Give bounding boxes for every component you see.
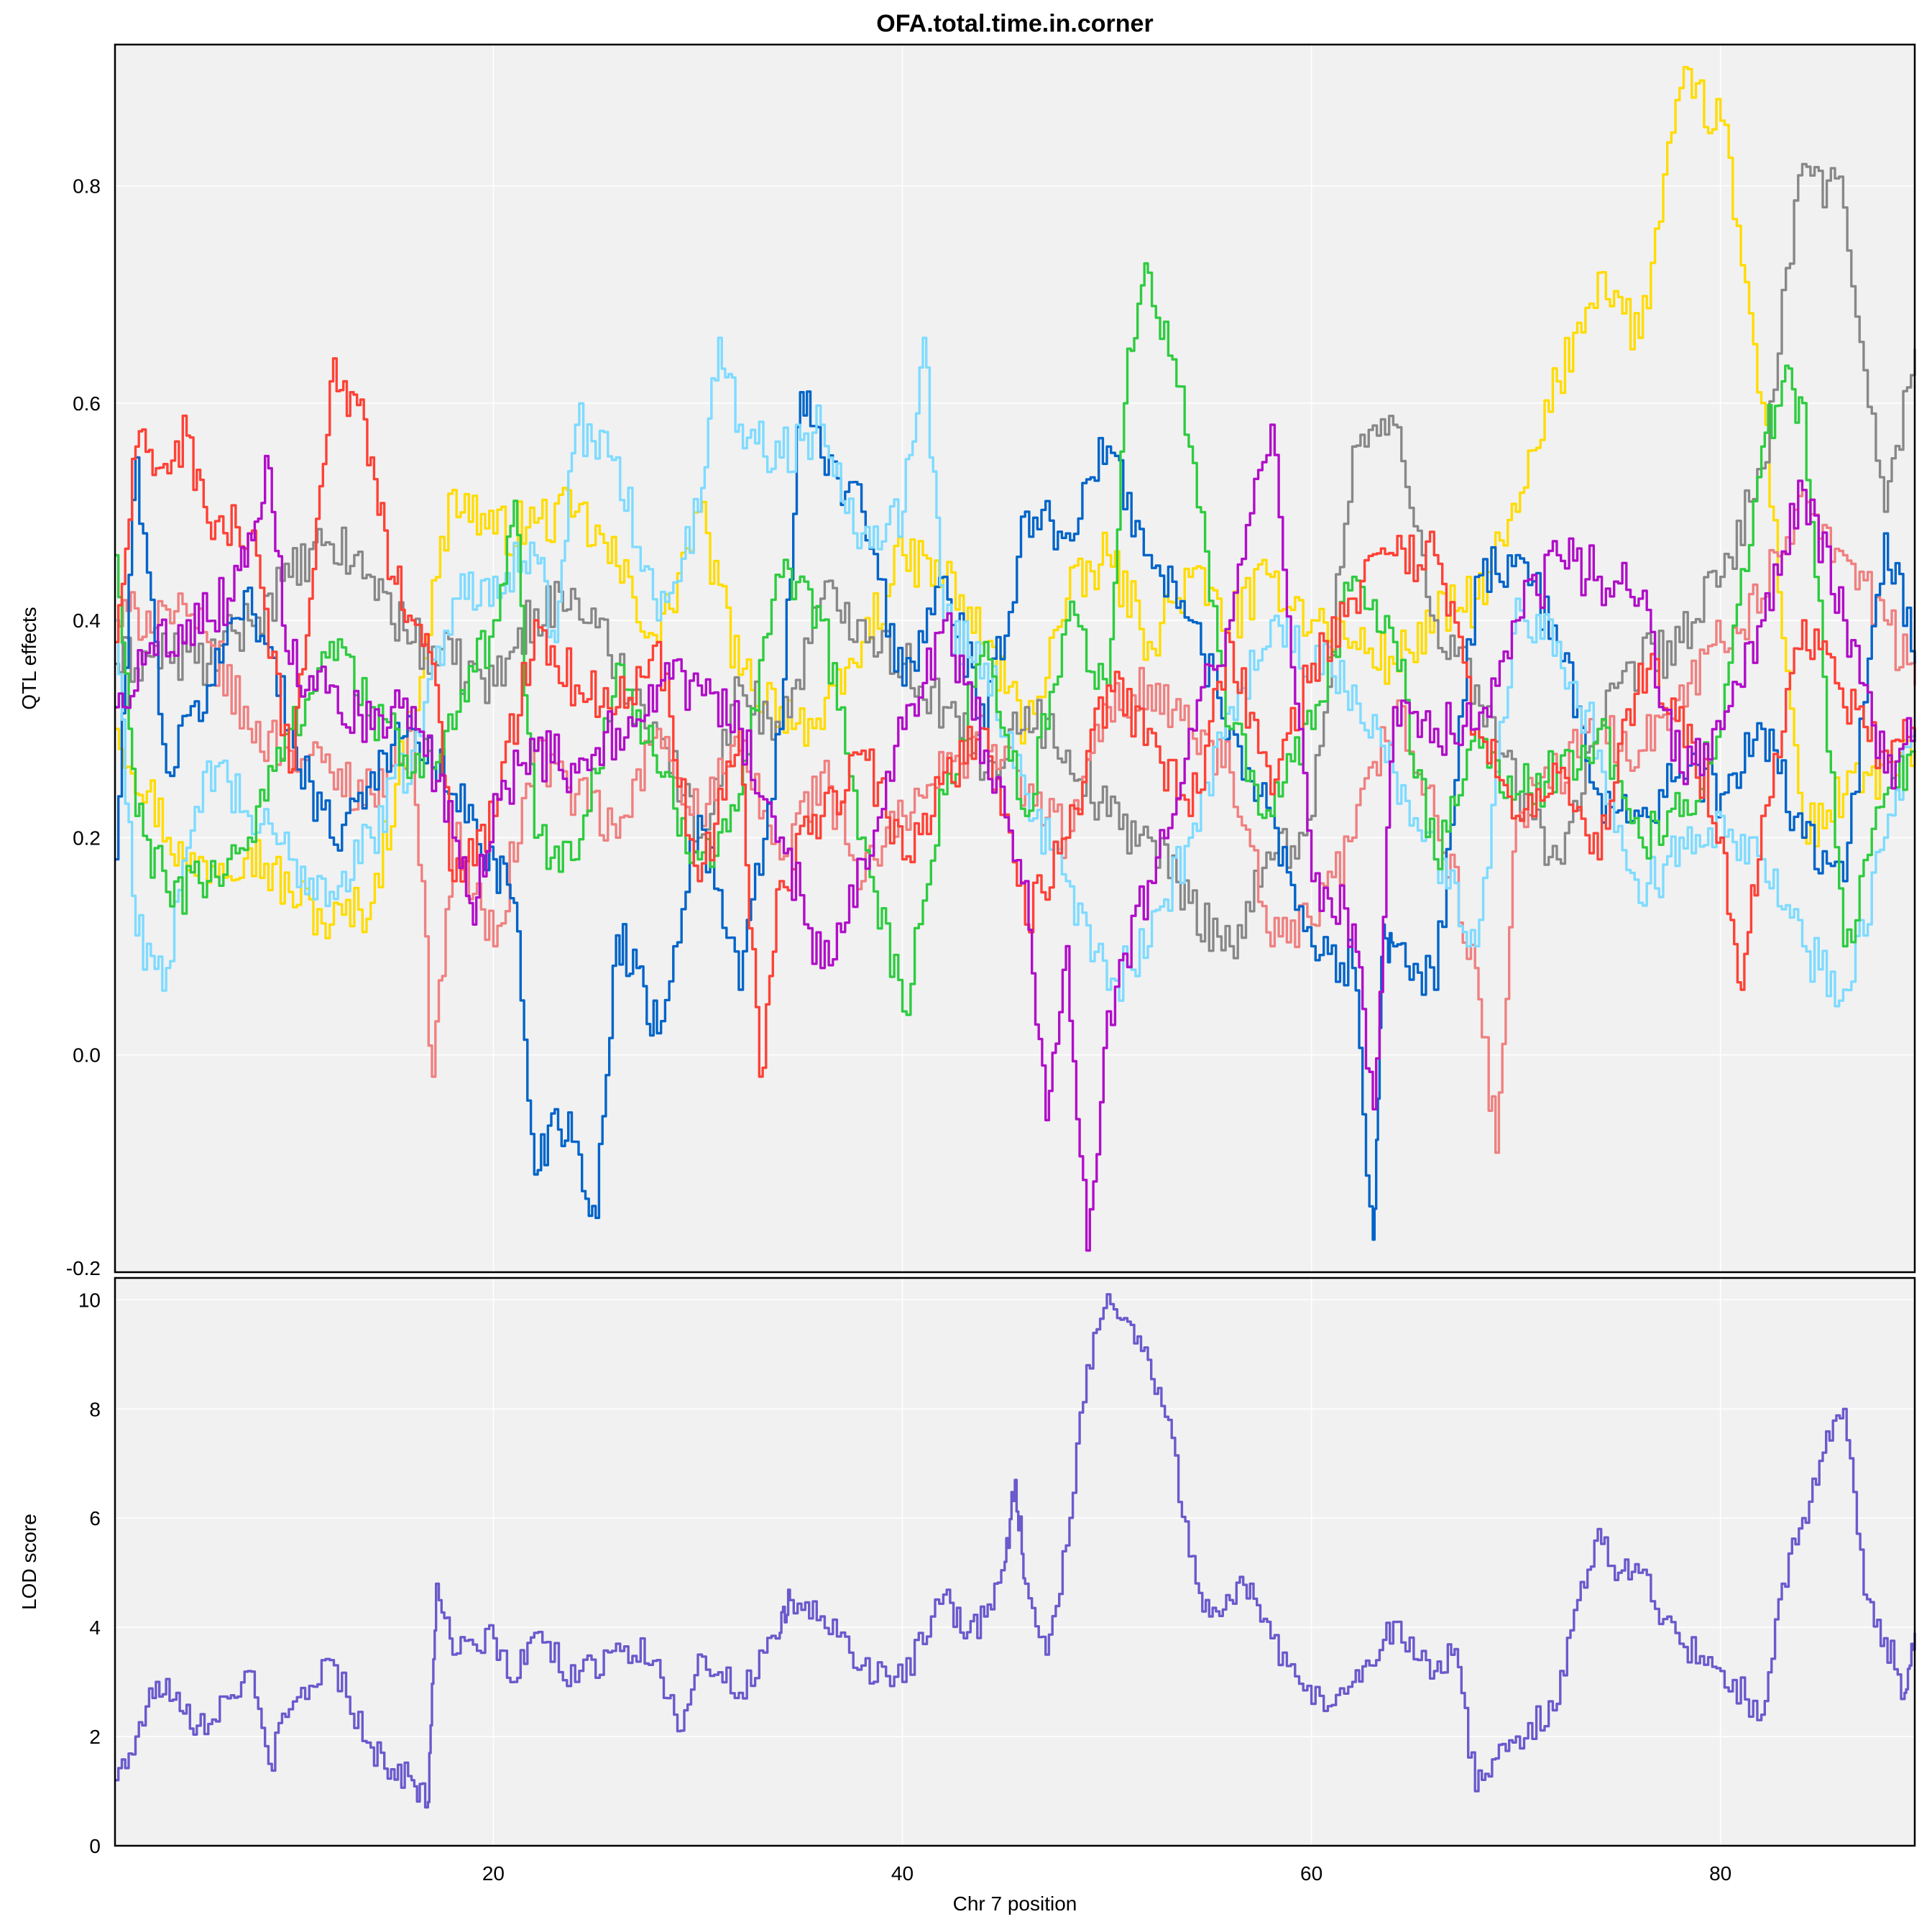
effects-series-g-line <box>115 357 1916 1078</box>
effects-y-tick-labels: -0.2 0.0 0.2 0.4 0.6 0.8 <box>66 175 101 1279</box>
lod-series-group <box>115 1293 1916 1809</box>
x-axis-title: Chr 7 position <box>953 1892 1077 1915</box>
lod-y-tick-label: 10 <box>78 1289 101 1311</box>
effects-y-tick-label: 0.0 <box>73 1044 101 1067</box>
x-tick-label: 60 <box>1300 1862 1322 1885</box>
effects-series-f-line <box>115 262 1916 1016</box>
lod-x-tick-labels: 20 40 60 80 <box>482 1862 1731 1885</box>
lod-y-tick-label: 8 <box>89 1398 101 1420</box>
lod-y-tick-labels: 0 2 4 6 8 10 <box>78 1289 101 1857</box>
x-tick-label: 40 <box>891 1862 914 1885</box>
lod-y-tick-label: 2 <box>89 1726 101 1748</box>
lod-y-tick-label: 4 <box>89 1616 101 1639</box>
effects-series-b-line <box>115 162 1916 960</box>
lod-y-axis-title: LOD score <box>18 1514 40 1610</box>
x-tick-label: 20 <box>482 1862 505 1885</box>
effects-series-group <box>115 65 1916 1252</box>
effects-y-axis-title: QTL effects <box>18 607 40 709</box>
effects-panel-border <box>114 43 1916 1274</box>
effects-y-tick-label: 0.4 <box>73 610 101 632</box>
effects-series-h-line <box>115 423 1916 1252</box>
lod-panel-background <box>115 1278 1915 1846</box>
x-tick-label: 80 <box>1709 1862 1731 1885</box>
effects-y-tick-label: 0.6 <box>73 392 101 415</box>
effects-y-tick-label: 0.2 <box>73 827 101 849</box>
lod-series-lod-line <box>115 1293 1916 1809</box>
effects-panel: -0.2 0.0 0.2 0.4 0.6 0.8 QTL effects <box>18 43 1916 1279</box>
lod-y-tick-label: 6 <box>89 1507 101 1530</box>
lod-panel: 0 2 4 6 8 10 20 40 60 80 LOD score Chr 7 positio… <box>18 1276 1916 1915</box>
lod-y-tick-label: 0 <box>89 1835 101 1857</box>
chart-title: OFA.total.time.in.corner <box>876 10 1153 37</box>
lod-panel-border <box>114 1276 1916 1847</box>
effects-panel-background <box>115 45 1915 1272</box>
effects-y-tick-label: 0.8 <box>73 175 101 197</box>
effects-y-tick-label: -0.2 <box>66 1257 101 1279</box>
